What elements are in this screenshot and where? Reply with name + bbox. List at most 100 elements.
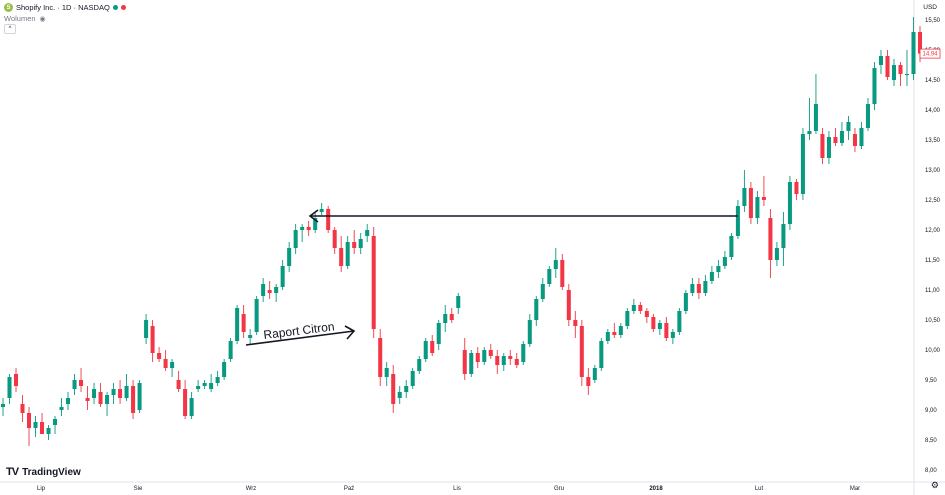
- candle-body: [638, 305, 643, 311]
- candle-body: [189, 398, 194, 416]
- candle-body: [625, 311, 630, 326]
- candle-body: [748, 188, 753, 218]
- candle-body: [202, 383, 207, 386]
- candle-body: [423, 341, 428, 359]
- price-tick-label: 8,50: [925, 438, 937, 444]
- volume-row[interactable]: Wolumen ◉: [4, 13, 126, 24]
- candle-body: [111, 389, 116, 395]
- price-tick-label: 9,00: [925, 408, 937, 414]
- candle-body: [0, 404, 6, 407]
- candle-body: [527, 320, 532, 344]
- candle-body: [53, 419, 58, 425]
- candle-body: [683, 293, 688, 311]
- candle-body: [742, 188, 747, 206]
- candle-body: [72, 380, 77, 389]
- candle-body: [456, 296, 461, 308]
- candle-body: [605, 332, 610, 341]
- tradingview-brand[interactable]: TV TradingView: [6, 466, 81, 478]
- candle-body: [274, 287, 279, 293]
- candle-body: [618, 326, 623, 335]
- candle-body: [293, 230, 298, 248]
- shopify-logo-icon: S: [4, 3, 13, 12]
- price-tick-label: 13,50: [925, 138, 941, 144]
- time-tick-label: Lut: [755, 486, 764, 492]
- candle-body: [150, 326, 155, 353]
- candle-body: [475, 353, 480, 362]
- candle-body: [332, 230, 337, 248]
- candle-body: [365, 230, 370, 236]
- candle-body: [144, 320, 149, 338]
- candle-body: [781, 224, 786, 248]
- candle-body: [839, 131, 844, 143]
- candle-body: [813, 104, 818, 131]
- candle-body: [592, 368, 597, 380]
- symbol-legend: S Shopify Inc. · 1D · NASDAQ Wolumen ◉: [4, 2, 126, 24]
- annotation-arrow-head: [344, 325, 356, 340]
- candle-body: [410, 371, 415, 386]
- candle-body: [196, 386, 201, 389]
- candle-body: [404, 386, 409, 392]
- candle-body: [696, 284, 701, 293]
- volume-label: Wolumen: [4, 14, 36, 23]
- symbol-row[interactable]: S Shopify Inc. · 1D · NASDAQ: [4, 2, 126, 13]
- last-price-label: 14,94: [922, 52, 938, 58]
- candle-body: [690, 284, 695, 293]
- candle-body: [46, 428, 51, 434]
- candle-body: [371, 236, 376, 329]
- candle-body: [430, 341, 435, 353]
- candle-body: [716, 266, 721, 272]
- price-axis[interactable]: 8,00 8,50 9,00 9,50 10,00 10,50 11,00 11,50 12,0…: [925, 18, 941, 474]
- candle-body: [631, 305, 636, 311]
- candle-body: [768, 218, 773, 260]
- candle-body: [105, 395, 110, 404]
- candle-body: [59, 407, 64, 410]
- price-tick-label: 12,00: [925, 228, 941, 234]
- time-tick-label: Lis: [453, 486, 461, 492]
- candle-body: [248, 335, 253, 338]
- annotation-raport-citron: Raport Citron: [245, 319, 356, 346]
- price-tick-label: 11,50: [925, 258, 940, 264]
- candle-body: [228, 341, 233, 359]
- candle-body: [13, 374, 19, 386]
- candle-body: [215, 377, 220, 383]
- price-tick-label: 14,00: [925, 108, 941, 114]
- candle-body: [540, 284, 545, 299]
- candle-body: [852, 134, 857, 146]
- candle-body: [677, 311, 682, 332]
- candles-group: [0, 17, 923, 446]
- candle-body: [664, 323, 669, 338]
- candle-body: [553, 260, 558, 269]
- candle-body: [488, 350, 493, 356]
- candle-body: [176, 380, 181, 389]
- candle-body: [787, 182, 792, 224]
- candle-body: [885, 56, 890, 77]
- price-tick-label: 15,50: [925, 18, 941, 24]
- time-tick-label: Gru: [554, 486, 564, 492]
- candle-body: [729, 236, 734, 257]
- annotation-arrow-line: [245, 330, 355, 346]
- gear-icon[interactable]: ⚙: [930, 480, 939, 490]
- candle-body: [306, 227, 311, 230]
- price-tick-label: 13,00: [925, 168, 941, 174]
- candle-body: [911, 32, 916, 74]
- collapse-legend-button[interactable]: ^: [4, 24, 16, 34]
- eye-icon[interactable]: ◉: [39, 15, 46, 23]
- candle-body: [865, 104, 870, 128]
- candle-body: [521, 344, 526, 362]
- candle-body: [859, 128, 864, 146]
- candle-body: [170, 362, 175, 368]
- resistance-arrow: [308, 209, 738, 223]
- candle-body: [872, 68, 877, 104]
- candle-body: [267, 290, 272, 293]
- time-tick-label: Paź: [344, 486, 354, 492]
- time-axis[interactable]: Lip Sie Wrz Paź Lis Gru 2018 Lut Mar: [37, 486, 860, 492]
- candle-body: [417, 359, 422, 371]
- currency-label[interactable]: USD: [923, 4, 937, 11]
- candle-body: [222, 362, 227, 377]
- candle-body: [300, 227, 305, 230]
- candle-body: [774, 248, 779, 260]
- candle-body: [599, 341, 604, 368]
- candle-body: [755, 197, 760, 218]
- candle-body: [183, 389, 188, 416]
